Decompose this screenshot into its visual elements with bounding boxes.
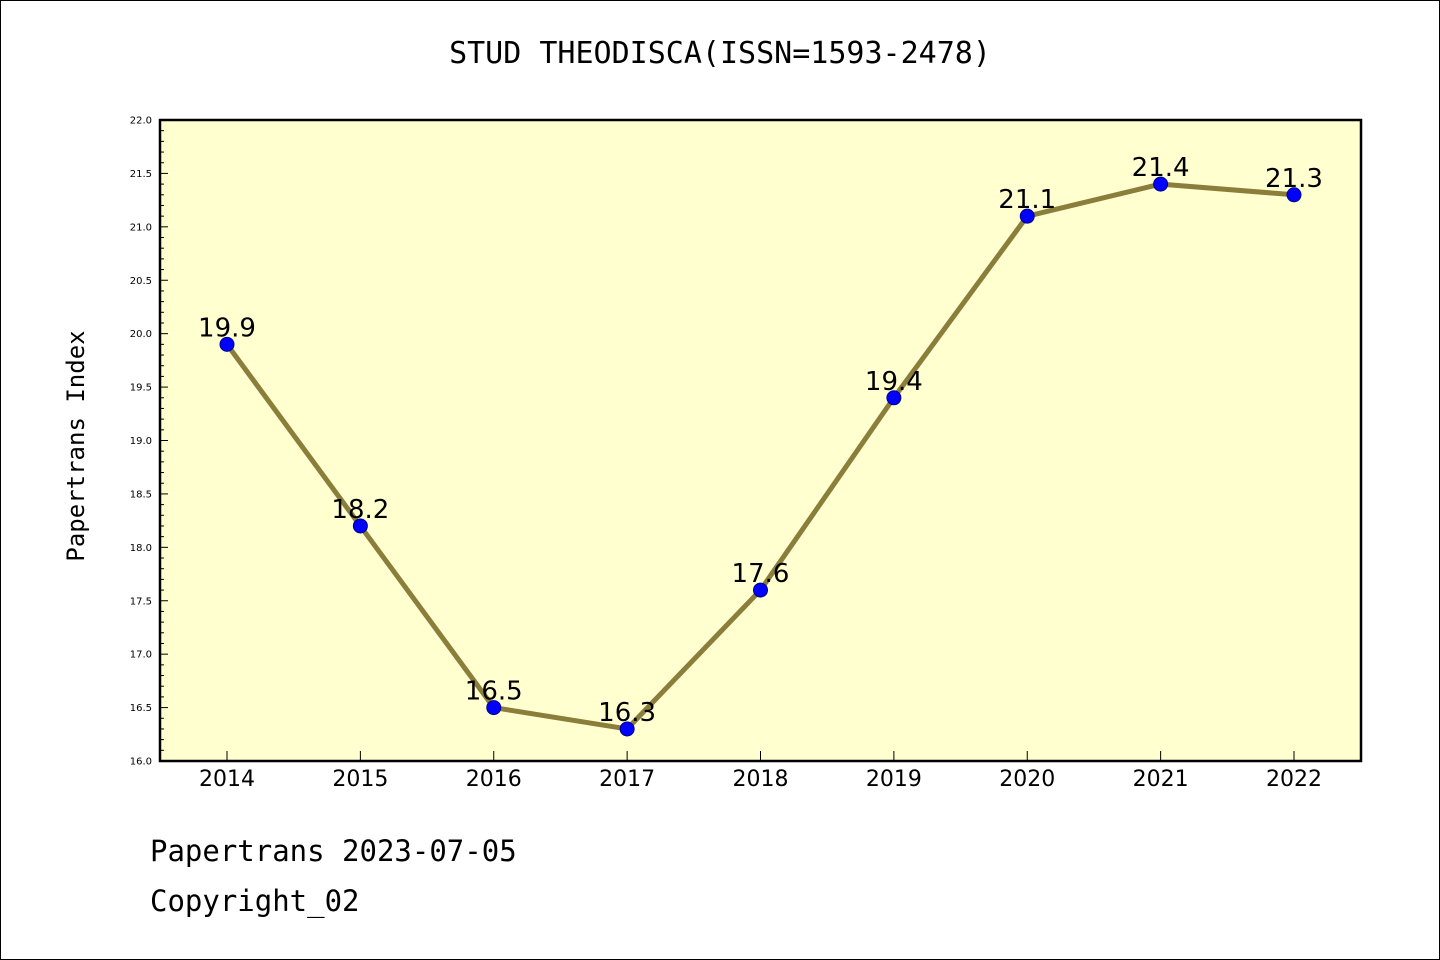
y-tick-label: 16.5 [130, 703, 152, 714]
y-tick-label: 17.0 [130, 650, 152, 661]
data-point [486, 700, 502, 716]
data-label: 21.1 [998, 185, 1056, 215]
y-tick-label: 20.5 [130, 276, 152, 287]
y-tick-label: 22.0 [130, 116, 152, 127]
data-label: 16.5 [465, 677, 523, 707]
y-tick-label: 21.0 [130, 222, 152, 233]
data-label: 21.4 [1132, 153, 1190, 183]
y-tick-label: 16.0 [130, 757, 152, 768]
x-tick-label: 2017 [599, 767, 655, 792]
data-label: 19.9 [198, 313, 256, 343]
y-tick-label: 19.0 [130, 436, 152, 447]
y-tick-label: 18.5 [130, 489, 152, 500]
data-point [619, 721, 635, 737]
data-label: 21.3 [1265, 164, 1323, 194]
data-point [352, 518, 368, 534]
data-point [753, 582, 768, 598]
data-point [219, 336, 235, 352]
data-point [1153, 176, 1169, 192]
y-tick-label: 19.5 [130, 383, 152, 394]
x-tick-label: 2015 [332, 767, 388, 792]
x-axis: 2014 2015 2016 2017 2018 2019 2020 2021 2022 [199, 751, 1322, 792]
data-label: 17.6 [732, 559, 790, 589]
x-tick-label: 2019 [866, 767, 922, 792]
series-layer: 19.9 18.2 16.5 16.3 17.6 19.4 21.1 21.4 21.3 [198, 153, 1323, 737]
data-point [1286, 187, 1302, 203]
y-axis: 16.0 16.5 17.0 17.5 18.0 18.5 19.0 19.5 20.0 20.5… [130, 116, 168, 768]
data-label: 18.2 [331, 495, 389, 525]
x-tick-label: 2014 [199, 767, 255, 792]
footer-date: Papertrans 2023-07-05 [150, 834, 517, 868]
y-tick-label: 17.5 [130, 596, 152, 607]
data-point [1019, 208, 1035, 224]
data-label: 19.4 [865, 367, 923, 397]
x-tick-label: 2016 [466, 767, 522, 792]
y-tick-label: 21.5 [130, 169, 152, 180]
data-label: 16.3 [598, 698, 656, 728]
data-point [886, 390, 902, 406]
y-tick-label: 20.0 [130, 329, 152, 340]
x-tick-label: 2022 [1266, 767, 1322, 792]
plot-area [158, 118, 1363, 763]
x-tick-label: 2018 [733, 767, 789, 792]
chart-title: STUD THEODISCA(ISSN=1593-2478) [449, 36, 991, 71]
x-tick-label: 2021 [1133, 767, 1189, 792]
x-tick-label: 2020 [999, 767, 1055, 792]
y-tick-label: 18.0 [130, 543, 152, 554]
footer-copyright: Copyright_02 [150, 884, 360, 918]
